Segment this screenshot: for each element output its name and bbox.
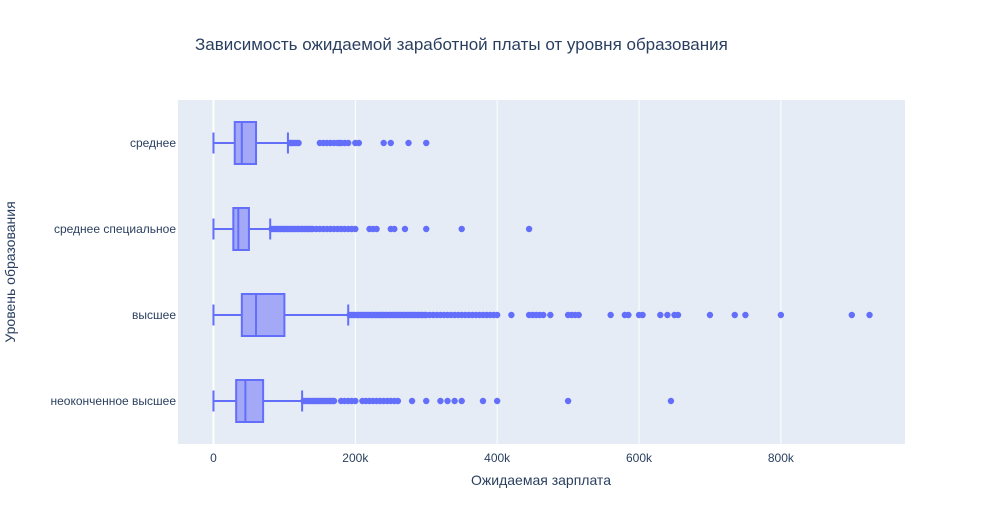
box-iqr	[233, 121, 258, 165]
y-tick-label: неоконченное высшее	[51, 394, 177, 408]
y-tick-label: среднее специальное	[54, 222, 176, 236]
outlier-point	[525, 225, 533, 233]
box-iqr	[235, 379, 265, 423]
outlier-point	[547, 311, 554, 319]
axis-ticks: 0 200k 400k 600k 800k среднее среднее специаль…	[51, 136, 795, 465]
outlier-point	[667, 397, 675, 405]
outlier-point	[444, 397, 451, 405]
outlier-point	[458, 225, 465, 233]
outlier-point	[657, 311, 664, 319]
x-tick-label: 800k	[768, 451, 795, 465]
outlier-point	[479, 397, 487, 405]
outlier-point	[639, 311, 646, 319]
box-group	[212, 379, 675, 423]
box-plots	[212, 121, 873, 423]
chart-title: Зависимость ожидаемой заработной платы о…	[195, 35, 728, 54]
outlier-point	[387, 139, 394, 147]
outlier-point	[380, 139, 387, 147]
outlier-point	[373, 225, 380, 233]
outlier-point	[394, 397, 402, 405]
x-tick-label: 400k	[484, 451, 511, 465]
outlier-point	[575, 311, 582, 319]
outlier-point	[330, 397, 338, 405]
y-tick-label: высшее	[132, 308, 176, 322]
outlier-point	[352, 397, 359, 405]
outlier-point	[401, 225, 409, 233]
x-tick-label: 600k	[626, 451, 653, 465]
box-group	[212, 207, 533, 251]
plot-background	[178, 100, 905, 444]
outlier-point	[451, 397, 458, 405]
y-axis-title: Уровень образования	[2, 201, 18, 342]
outlier-point	[352, 225, 359, 233]
outlier-point	[706, 311, 714, 319]
outlier-point	[564, 397, 572, 405]
outlier-point	[458, 397, 465, 405]
outlier-point	[405, 139, 412, 147]
outlier-point	[674, 311, 682, 319]
outlier-point	[295, 139, 302, 147]
gridlines	[212, 100, 782, 444]
box-group	[212, 293, 873, 337]
outlier-point	[423, 397, 430, 405]
outlier-point	[664, 311, 671, 319]
y-tick-label: среднее	[130, 136, 176, 150]
outlier-point	[423, 139, 430, 147]
x-tick-label: 0	[210, 451, 217, 465]
box-group	[212, 121, 430, 165]
outlier-point	[493, 311, 501, 319]
outlier-point	[391, 225, 398, 233]
x-tick-label: 200k	[342, 451, 369, 465]
outlier-point	[731, 311, 738, 319]
outlier-point	[345, 139, 352, 147]
outlier-point	[437, 397, 444, 405]
outlier-point	[355, 139, 363, 147]
outlier-point	[742, 311, 749, 319]
outlier-point	[625, 311, 632, 319]
x-axis-title: Ожидаемая зарплата	[471, 472, 611, 488]
outlier-point	[866, 311, 873, 319]
box-iqr	[240, 293, 286, 337]
outlier-point	[408, 397, 416, 405]
outlier-point	[777, 311, 785, 319]
outlier-point	[423, 225, 430, 233]
outlier-point	[607, 311, 614, 319]
outlier-point	[540, 311, 547, 319]
outlier-point	[848, 311, 856, 319]
outlier-point	[508, 311, 515, 319]
box-iqr	[232, 207, 250, 251]
outlier-point	[493, 397, 501, 405]
